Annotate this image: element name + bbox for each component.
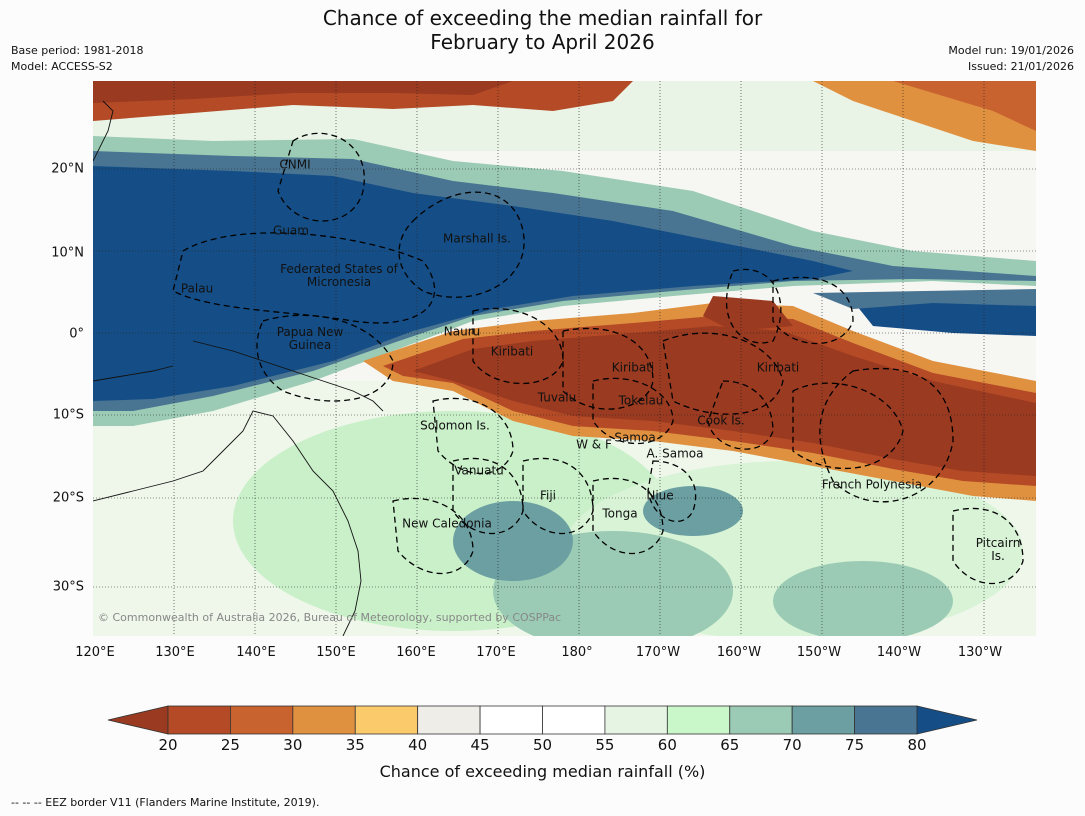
lon-label-150w: 150°W <box>796 645 842 660</box>
colorbar-tick-40: 40 <box>408 736 428 754</box>
meta-left: Base period: 1981-2018 Model: ACCESS-S2 <box>11 43 143 75</box>
colorbar-tick-25: 25 <box>220 736 240 754</box>
label-american-samoa: A. Samoa <box>646 446 704 461</box>
lon-label-160w: 160°W <box>716 645 762 660</box>
colorbar-tick-75: 75 <box>845 736 865 754</box>
label-niue: Niue <box>646 488 674 503</box>
colorbar-bin-45-50 <box>479 705 543 735</box>
lon-label-140e: 140°E <box>236 645 276 660</box>
colorbar-bin-75-80 <box>854 705 918 735</box>
colorbar-bin-65-70 <box>729 705 793 735</box>
colorbar-bin-60-65 <box>666 705 731 735</box>
lat-label-20n: 20°N <box>51 161 84 177</box>
colorbar-arrow-high <box>916 705 978 735</box>
title-line-2: February to April 2026 <box>430 30 655 54</box>
label-tuvalu: Tuvalu <box>537 390 577 405</box>
label-kiribati-east: Kiribati <box>756 360 800 375</box>
issued-date: Issued: 21/01/2026 <box>967 60 1074 73</box>
colorbar-bin-30-35 <box>292 705 356 735</box>
lon-label-130e: 130°E <box>155 645 195 660</box>
colorbar-tick-45: 45 <box>470 736 490 754</box>
colorbar-tick-50: 50 <box>532 736 553 754</box>
colorbar-tick-70: 70 <box>782 736 802 754</box>
colorbar-tick-55: 55 <box>595 736 615 754</box>
lon-label-170w: 170°W <box>635 645 681 660</box>
label-fiji: Fiji <box>539 488 557 503</box>
lat-label-30s: 30°S <box>52 579 84 595</box>
lon-label-130w: 130°W <box>957 645 1003 660</box>
label-guam: Guam <box>273 223 309 238</box>
colorbar-arrow-low <box>107 705 169 735</box>
label-vanuatu: Vanuatu <box>454 463 504 478</box>
lat-label-20s: 20°S <box>52 490 84 506</box>
colorbar-bin-70-75 <box>791 705 855 735</box>
label-png: Papua New Guinea <box>276 325 344 352</box>
colorbar <box>107 705 978 735</box>
model-name: Model: ACCESS-S2 <box>11 60 113 73</box>
colorbar-bin-50-55 <box>542 705 606 735</box>
eez-footnote: -- -- -- EEZ border V11 (Flanders Marine… <box>11 796 320 809</box>
map-title: Chance of exceeding the median rainfall … <box>0 6 1085 54</box>
colorbar-bin-20-25 <box>167 705 231 735</box>
meta-right: Model run: 19/01/2026 Issued: 21/01/2026 <box>948 43 1074 75</box>
lat-label-10n: 10°N <box>51 245 84 261</box>
map-canvas <box>93 81 1036 636</box>
colorbar-bin-25-30 <box>230 705 294 735</box>
lon-label-180: 180° <box>561 645 593 660</box>
label-marshall-is: Marshall Is. <box>443 231 511 246</box>
rainfall-map: CNMI Guam Marshall Is. Federated States … <box>93 81 1036 636</box>
lon-label-140w: 140°W <box>876 645 922 660</box>
colorbar-label: Chance of exceeding median rainfall (%) <box>379 762 706 781</box>
lat-label-10s: 10°S <box>52 407 84 423</box>
lon-label-120e: 120°E <box>75 645 115 660</box>
label-tonga: Tonga <box>602 506 638 521</box>
label-kiribati-west: Kiribati <box>490 344 534 359</box>
label-fsm: Federated States of Micronesia <box>280 262 398 289</box>
colorbar-bin-40-45 <box>417 705 481 735</box>
colorbar-bin-35-40 <box>354 705 419 735</box>
base-period: Base period: 1981-2018 <box>11 44 144 57</box>
colorbar-tick-20: 20 <box>158 736 178 754</box>
label-w-and-f: W & F <box>576 437 612 452</box>
lon-label-160e: 160°E <box>396 645 436 660</box>
colorbar-tick-35: 35 <box>345 736 365 754</box>
label-solomon-is: Solomon Is. <box>420 418 490 433</box>
label-samoa: Samoa <box>614 430 656 445</box>
model-run: Model run: 19/01/2026 <box>948 44 1074 57</box>
label-palau: Palau <box>180 281 214 296</box>
colorbar-tick-80: 80 <box>907 736 927 754</box>
label-pitcairn-is: Pitcairn Is. <box>975 536 1021 563</box>
colorbar-bin-55-60 <box>604 705 668 735</box>
lon-label-150e: 150°E <box>316 645 356 660</box>
label-french-polynesia: French Polynesia <box>821 477 923 492</box>
colorbar-tick-60: 60 <box>657 736 677 754</box>
lon-label-170e: 170°E <box>476 645 516 660</box>
label-tokelau: Tokelau <box>618 393 664 408</box>
label-cnmi: CNMI <box>279 157 311 172</box>
label-new-caledonia: New Caledonia <box>402 516 492 531</box>
copyright-notice: © Commonwealth of Australia 2026, Bureau… <box>98 611 562 624</box>
label-kiribati-central: Kiribati <box>611 360 655 375</box>
lat-label-0: 0° <box>69 326 84 342</box>
label-nauru: Nauru <box>443 324 481 339</box>
colorbar-tick-65: 65 <box>720 736 740 754</box>
colorbar-tick-30: 30 <box>283 736 303 754</box>
title-line-1: Chance of exceeding the median rainfall … <box>322 6 763 30</box>
label-cook-is: Cook Is. <box>697 413 745 428</box>
